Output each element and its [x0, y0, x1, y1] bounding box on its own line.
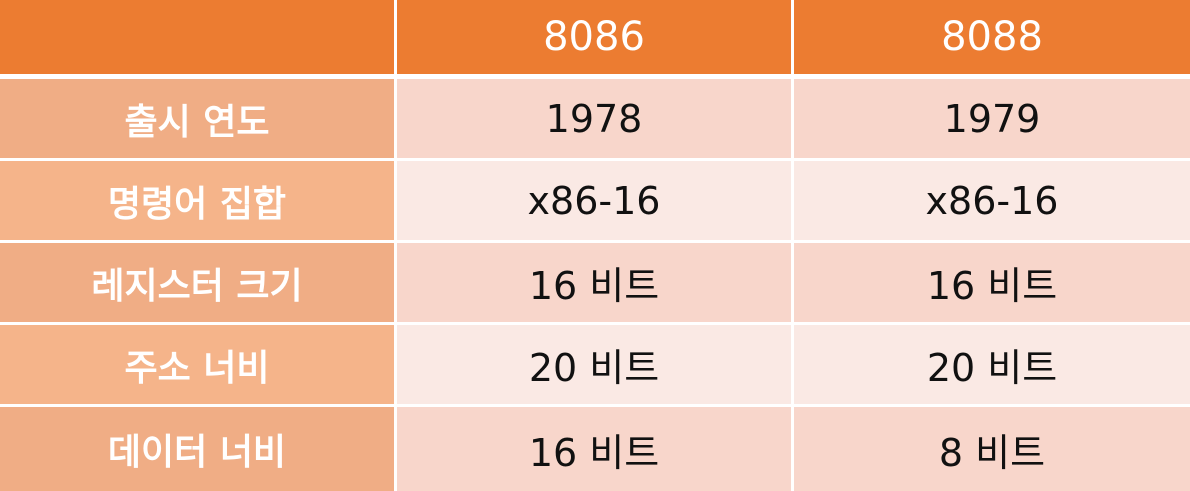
cell-8086-address-width: 20 비트 — [397, 325, 794, 407]
cell-8088-instruction-set: x86-16 — [794, 161, 1190, 243]
cell-8086-instruction-set: x86-16 — [397, 161, 794, 243]
header-8086: 8086 — [397, 0, 794, 79]
cell-8086-release-year: 1978 — [397, 79, 794, 161]
header-corner-cell — [0, 0, 397, 79]
cell-8088-data-width: 8 비트 — [794, 407, 1190, 491]
cell-8086-data-width: 16 비트 — [397, 407, 794, 491]
row-label-address-width: 주소 너비 — [0, 325, 397, 407]
cell-8088-address-width: 20 비트 — [794, 325, 1190, 407]
cell-8088-release-year: 1979 — [794, 79, 1190, 161]
row-label-instruction-set: 명령어 집합 — [0, 161, 397, 243]
row-label-register-size: 레지스터 크기 — [0, 243, 397, 325]
cell-8086-register-size: 16 비트 — [397, 243, 794, 325]
row-label-data-width: 데이터 너비 — [0, 407, 397, 491]
row-label-release-year: 출시 연도 — [0, 79, 397, 161]
header-8088: 8088 — [794, 0, 1190, 79]
cell-8088-register-size: 16 비트 — [794, 243, 1190, 325]
